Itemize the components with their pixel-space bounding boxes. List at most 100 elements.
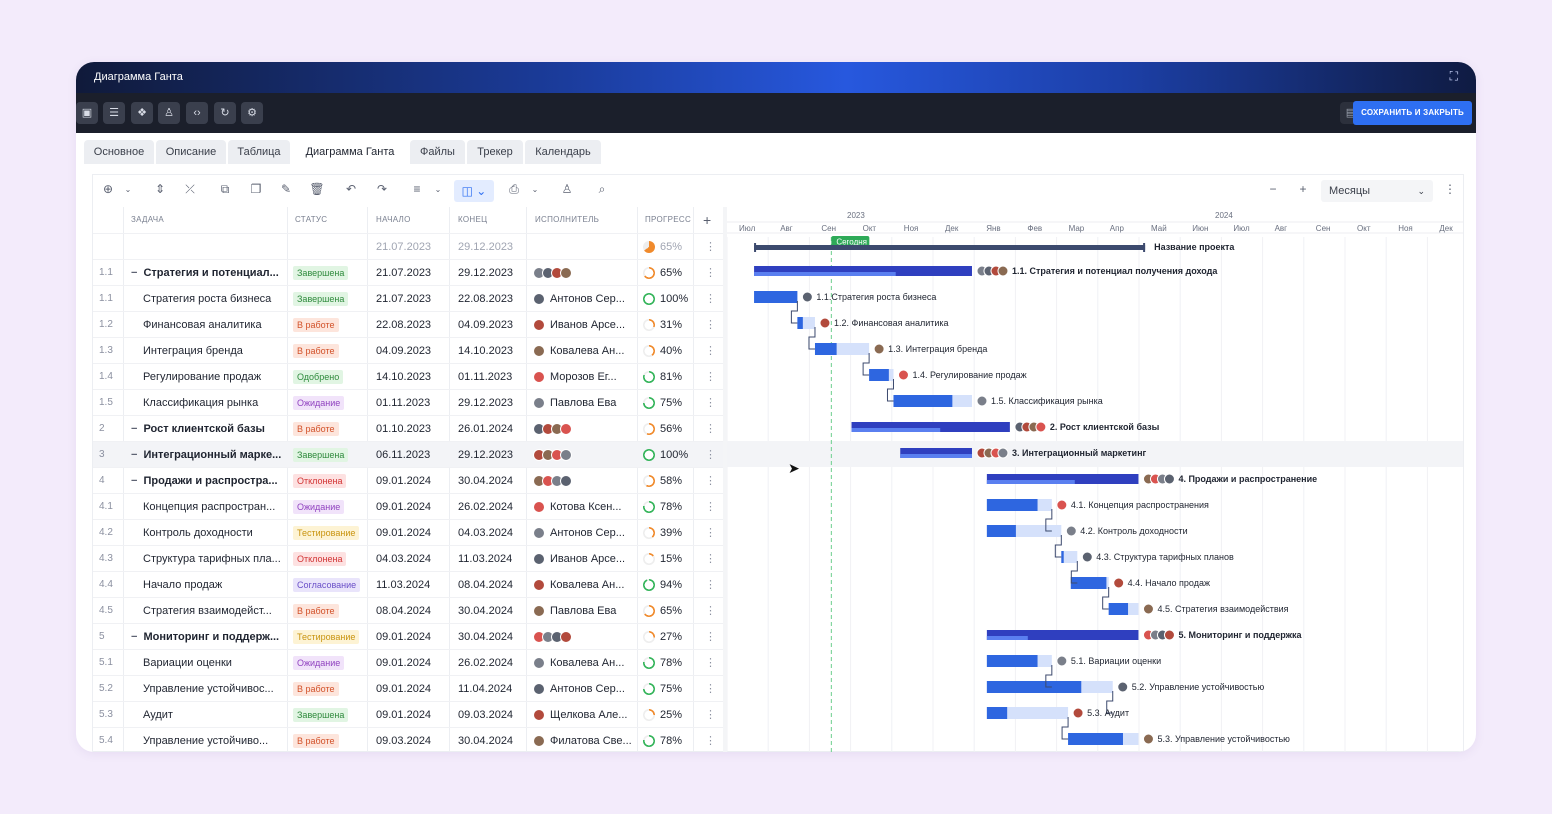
end-date[interactable]: 26.02.2024 — [458, 501, 514, 513]
task-name[interactable]: Регулирование продаж — [143, 364, 293, 390]
refresh-icon[interactable]: ↻ — [214, 102, 236, 124]
start-date[interactable]: 09.01.2024 — [376, 527, 432, 539]
row-menu-icon[interactable]: ⋮ — [705, 527, 716, 539]
chevron-down-icon[interactable]: ⌄ — [531, 185, 539, 194]
task-name[interactable]: − Стратегия и потенциал... — [131, 260, 281, 286]
search-icon[interactable]: ⌕ — [598, 182, 606, 196]
start-date[interactable]: 14.10.2023 — [376, 371, 432, 383]
row-menu-icon[interactable]: ⋮ — [705, 319, 716, 331]
row-menu-icon[interactable]: ⋮ — [705, 449, 716, 461]
assignee-cell[interactable]: Филатова Све... — [533, 728, 633, 752]
table-row[interactable]: 1.1 Стратегия роста бизнеса Завершена 21.07… — [93, 285, 723, 311]
status-cell[interactable]: В работе — [293, 312, 339, 338]
start-date[interactable]: 09.01.2024 — [376, 657, 432, 669]
start-date[interactable]: 04.09.2023 — [376, 345, 432, 357]
undo-icon[interactable]: ↶ — [345, 182, 357, 196]
gear-icon[interactable]: ⚙ — [241, 102, 263, 124]
status-cell[interactable]: Тестирование — [293, 520, 360, 546]
col-status-header[interactable]: СТАТУС — [295, 215, 328, 224]
table-row[interactable]: 4.4 Начало продаж Согласование 11.03.2024 08… — [93, 571, 723, 597]
status-cell[interactable]: Завершена — [293, 442, 349, 468]
task-name[interactable]: Интеграция бренда — [143, 338, 293, 364]
user-icon[interactable]: ♙ — [158, 102, 180, 124]
group-bar[interactable] — [900, 448, 972, 458]
collapse-rows-icon[interactable]: ⤫ — [185, 182, 195, 196]
row-menu-icon[interactable]: ⋮ — [705, 553, 716, 565]
end-date[interactable]: 29.12.2023 — [458, 397, 514, 409]
status-cell[interactable]: В работе — [293, 728, 339, 752]
group-bar[interactable] — [986, 630, 1139, 640]
pencil-icon[interactable]: ✎ — [280, 182, 292, 196]
task-name[interactable]: − Продажи и распростра... — [131, 468, 281, 494]
table-row[interactable]: 1.5 Классификация рынка Ожидание 01.11.2023… — [93, 389, 723, 415]
status-cell[interactable]: Ожидание — [293, 494, 345, 520]
end-date[interactable]: 30.04.2024 — [458, 631, 514, 643]
tab-0[interactable]: Основное — [84, 140, 154, 164]
assignee-cell[interactable]: Котова Ксен... — [533, 494, 633, 520]
save-and-close-button[interactable]: СОХРАНИТЬ И ЗАКРЫТЬ — [1353, 101, 1472, 125]
status-cell[interactable]: Ожидание — [293, 390, 345, 416]
copy-icon[interactable]: ⧉ — [220, 182, 230, 196]
col-start-header[interactable]: НАЧАЛО — [376, 215, 411, 224]
row-menu-icon[interactable]: ⋮ — [705, 475, 716, 487]
task-name[interactable]: Начало продаж — [143, 572, 293, 598]
chevron-down-icon[interactable]: ⌄ — [434, 185, 442, 194]
code-icon[interactable]: ‹› — [186, 102, 208, 124]
task-name[interactable]: Управление устойчиво... — [143, 728, 293, 752]
assignee-cell[interactable] — [533, 260, 633, 286]
splitter-handle[interactable] — [723, 207, 727, 752]
col-task-header[interactable]: ЗАДАЧА — [131, 215, 165, 224]
assignee-cell[interactable]: Павлова Ева — [533, 390, 633, 416]
end-date[interactable]: 04.09.2023 — [458, 319, 514, 331]
start-date[interactable]: 06.11.2023 — [376, 449, 431, 461]
redo-icon[interactable]: ↷ — [376, 182, 388, 196]
task-name[interactable]: − Мониторинг и поддерж... — [131, 624, 281, 650]
collapse-toggle-icon[interactable]: − — [131, 423, 138, 435]
end-date[interactable]: 29.12.2023 — [458, 267, 514, 279]
task-name[interactable]: Аудит — [143, 702, 293, 728]
end-date[interactable]: 11.03.2024 — [458, 553, 513, 565]
row-menu-icon[interactable]: ⋮ — [705, 501, 716, 513]
row-menu-icon[interactable]: ⋮ — [705, 423, 716, 435]
row-menu-icon[interactable]: ⋮ — [705, 657, 716, 669]
assignee-cell[interactable]: Ковалева Ан... — [533, 572, 633, 598]
start-date[interactable]: 09.01.2024 — [376, 501, 432, 513]
tab-3[interactable]: Диаграмма Ганта — [292, 140, 408, 164]
tab-2[interactable]: Таблица — [228, 140, 290, 164]
assignee-cell[interactable]: Иванов Арсе... — [533, 312, 633, 338]
add-circle-icon[interactable]: ⊕ — [102, 182, 114, 196]
task-name[interactable]: Вариации оценки — [143, 650, 293, 676]
tab-6[interactable]: Календарь — [525, 140, 601, 164]
status-cell[interactable]: В работе — [293, 598, 339, 624]
add-column-icon[interactable]: + — [703, 212, 712, 228]
zoom-in-icon[interactable]: + — [1299, 182, 1307, 196]
table-row[interactable]: 3 − Интеграционный марке... Завершена 06.11.… — [93, 441, 723, 467]
assign-user-icon[interactable]: ♙ — [561, 182, 573, 196]
assignee-cell[interactable]: Морозов Ег... — [533, 364, 633, 390]
end-date[interactable]: 01.11.2023 — [458, 371, 513, 383]
end-date[interactable]: 11.04.2024 — [458, 683, 513, 695]
status-cell[interactable]: Завершена — [293, 702, 349, 728]
row-menu-icon[interactable]: ⋮ — [705, 683, 716, 695]
assignee-cell[interactable]: Ковалева Ан... — [533, 338, 633, 364]
task-name[interactable]: Стратегия взаимодейст... — [143, 598, 293, 624]
assignee-cell[interactable] — [533, 624, 633, 650]
table-row[interactable]: 1.2 Финансовая аналитика В работе 22.08.202… — [93, 311, 723, 337]
end-date[interactable]: 04.03.2024 — [458, 527, 514, 539]
collapse-toggle-icon[interactable]: − — [131, 449, 138, 461]
end-date[interactable]: 26.02.2024 — [458, 657, 514, 669]
start-date[interactable]: 21.07.2023 — [376, 293, 432, 305]
table-row[interactable]: 1.1 − Стратегия и потенциал... Завершена 21.… — [93, 259, 723, 285]
row-menu-icon[interactable]: ⋮ — [705, 579, 716, 591]
col-assignee-header[interactable]: ИСПОЛНИТЕЛЬ — [535, 215, 600, 224]
table-row[interactable]: 4.3 Структура тарифных пла... Отклонена 04.… — [93, 545, 723, 571]
table-row[interactable]: 2 − Рост клиентской базы В работе 01.10.2023… — [93, 415, 723, 441]
status-cell[interactable]: В работе — [293, 338, 339, 364]
col-progress-header[interactable]: ПРОГРЕСС — [645, 215, 692, 224]
table-row[interactable]: 4.1 Концепция распростран... Ожидание 09.01… — [93, 493, 723, 519]
row-menu-icon[interactable]: ⋮ — [705, 371, 716, 383]
tab-1[interactable]: Описание — [156, 140, 226, 164]
task-bar[interactable] — [1061, 551, 1078, 563]
status-cell[interactable]: В работе — [293, 416, 339, 442]
status-cell[interactable]: Завершена — [293, 260, 349, 286]
